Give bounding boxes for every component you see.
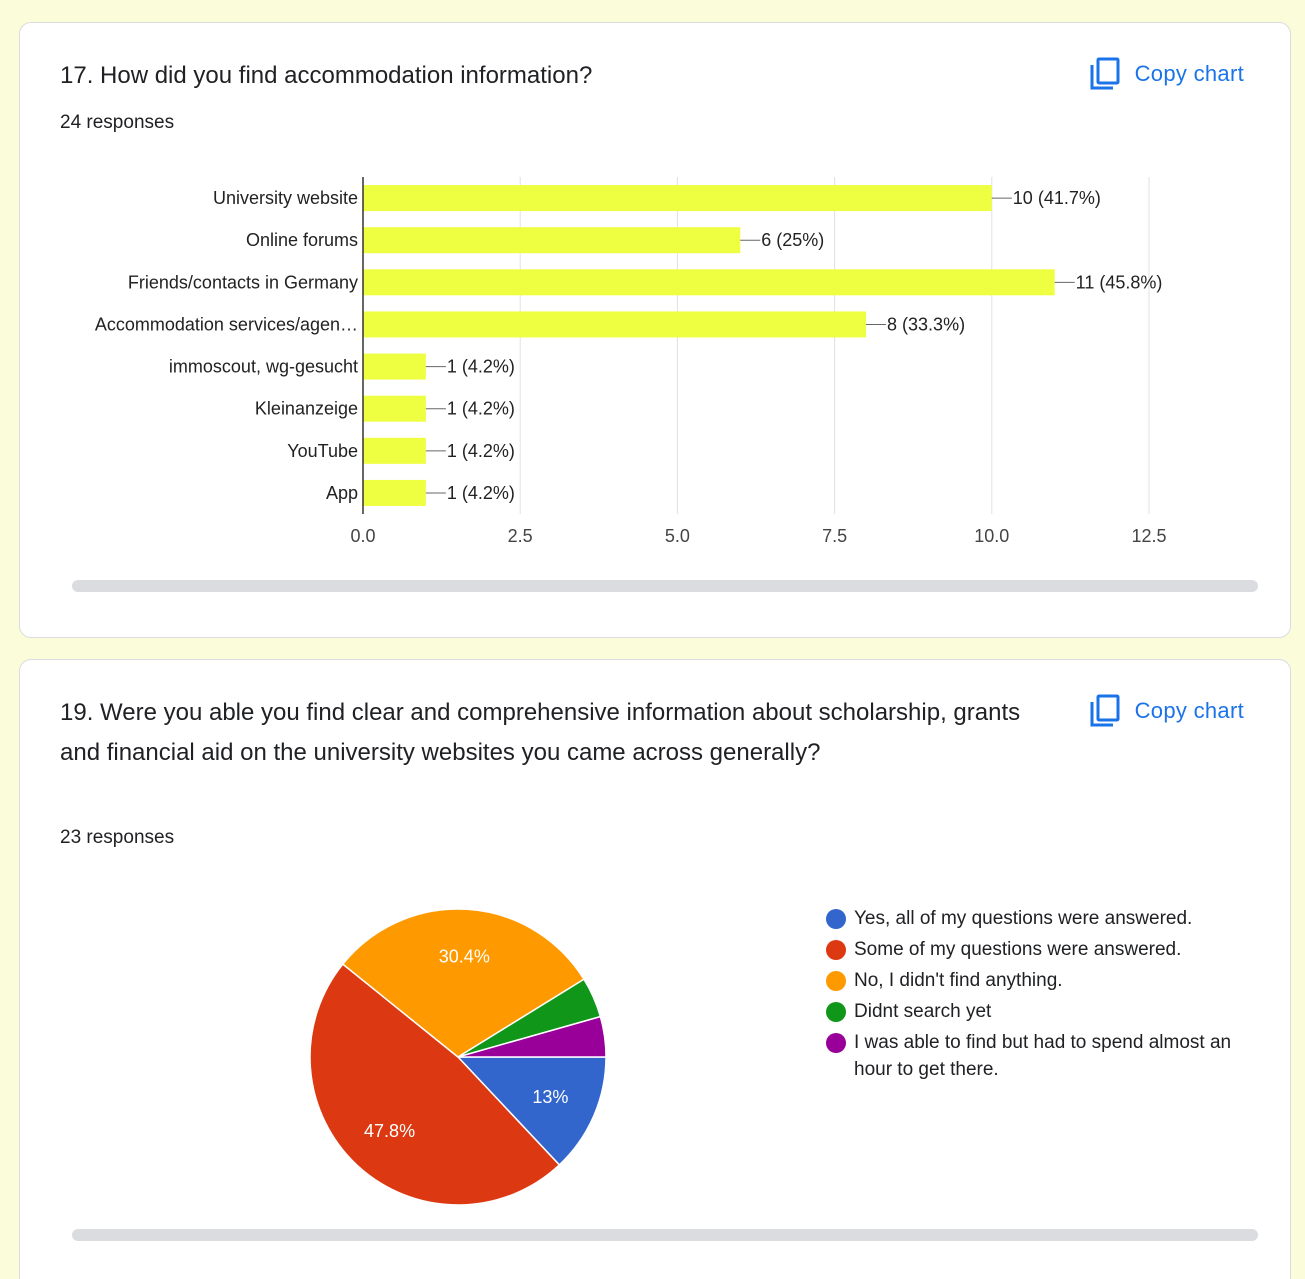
category-label: Online forums	[246, 230, 358, 250]
question-title: 19. Were you able you find clear and com…	[60, 699, 1021, 766]
legend-swatch	[826, 971, 846, 991]
slice-label: 47.8%	[364, 1121, 415, 1141]
legend-item: Yes, all of my questions were answered.	[826, 905, 1246, 932]
category-label: App	[326, 483, 358, 503]
horizontal-scrollbar[interactable]	[72, 580, 1258, 592]
data-label: 6 (25%)	[761, 230, 824, 250]
legend-swatch	[826, 940, 846, 960]
data-label: 10 (41.7%)	[1013, 188, 1101, 208]
category-label: YouTube	[287, 441, 358, 461]
pie-slice	[309, 963, 561, 1206]
x-tick-label: 10.0	[974, 526, 1009, 546]
data-label: 1 (4.2%)	[447, 399, 515, 419]
data-label: 1 (4.2%)	[447, 357, 515, 377]
x-tick-label: 7.5	[822, 526, 847, 546]
category-label: Kleinanzeige	[255, 399, 358, 419]
data-label: 8 (33.3%)	[887, 314, 965, 334]
legend-item: I was able to find but had to spend almo…	[826, 1029, 1246, 1083]
copy-chart-label: Copy chart	[1134, 698, 1244, 723]
response-count: 24 responses	[60, 112, 175, 133]
copy-chart-button[interactable]: Copy chart	[1089, 57, 1244, 91]
x-tick-label: 0.0	[350, 526, 375, 546]
category-label: Friends/contacts in Germany	[128, 272, 358, 292]
bar	[363, 185, 992, 212]
bar	[363, 395, 426, 422]
bar	[363, 227, 741, 254]
chart-legend: Yes, all of my questions were answered. S…	[826, 905, 1246, 1087]
x-tick-label: 12.5	[1131, 526, 1166, 546]
question-card-19: 19. Were you able you find clear and com…	[19, 659, 1291, 1279]
legend-swatch	[826, 909, 846, 929]
bar	[363, 437, 426, 464]
legend-swatch	[826, 1002, 846, 1022]
legend-label: Some of my questions were answered.	[854, 939, 1182, 960]
pie-slice	[457, 1015, 607, 1058]
category-label: University website	[213, 188, 358, 208]
bar	[363, 479, 426, 506]
bar	[363, 269, 1055, 296]
pie-slice	[341, 908, 585, 1058]
response-count: 23 responses	[60, 827, 175, 848]
category-label: Accommodation services/agen…	[95, 314, 358, 334]
slice-label: 13%	[532, 1087, 568, 1107]
x-tick-label: 5.0	[665, 526, 690, 546]
data-label: 1 (4.2%)	[447, 483, 515, 503]
bar	[363, 353, 426, 380]
question-title: 17. How did you find accommodation infor…	[60, 62, 593, 89]
pie-slice	[456, 1056, 607, 1166]
question-card-17: 17. How did you find accommodation infor…	[19, 22, 1291, 638]
legend-item: Some of my questions were answered.	[826, 936, 1246, 963]
legend-label: No, I didn't find anything.	[854, 970, 1063, 991]
legend-label: Didnt search yet	[854, 1001, 992, 1022]
legend-item: Didnt search yet	[826, 998, 1246, 1025]
category-label: immoscout, wg-gesucht	[169, 357, 358, 377]
bar-chart: 0.0 2.5 5.0 7.5 10.0 12.5 University website 10…	[95, 177, 1167, 546]
legend-label: I was able to find but had to spend almo…	[854, 1032, 1232, 1080]
copy-chart-button[interactable]: Copy chart	[1089, 694, 1244, 728]
copy-icon	[1089, 57, 1121, 91]
slice-label: 30.4%	[439, 947, 490, 967]
data-label: 11 (45.8%)	[1076, 272, 1163, 292]
legend-swatch	[826, 1033, 846, 1053]
bar	[363, 311, 867, 338]
copy-chart-label: Copy chart	[1134, 61, 1244, 86]
data-label: 1 (4.2%)	[447, 441, 515, 461]
copy-icon	[1089, 694, 1121, 728]
horizontal-scrollbar[interactable]	[72, 1229, 1258, 1241]
pie-chart: 13% 47.8% 30.4%	[309, 908, 607, 1206]
legend-label: Yes, all of my questions were answered.	[854, 908, 1193, 929]
x-tick-label: 2.5	[508, 526, 533, 546]
legend-item: No, I didn't find anything.	[826, 967, 1246, 994]
